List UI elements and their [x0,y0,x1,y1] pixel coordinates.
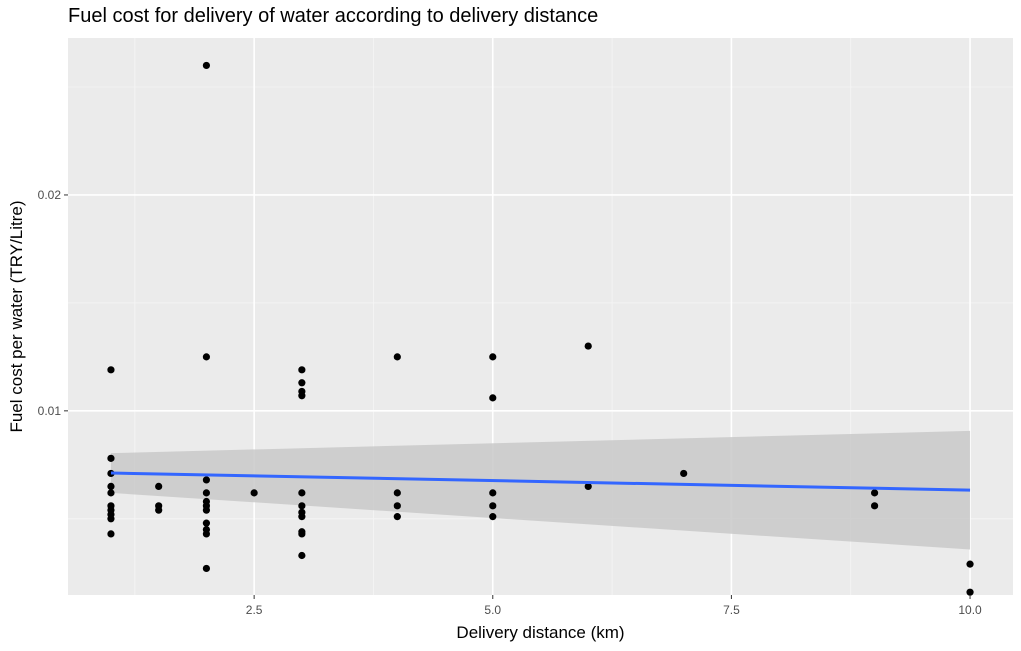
chart-title: Fuel cost for delivery of water accordin… [68,5,599,27]
data-point [393,489,401,497]
data-point [107,454,115,462]
data-point [489,489,497,497]
confidence-band-area [110,430,971,550]
data-point [584,482,592,491]
data-point [489,353,497,361]
data-point [202,519,211,527]
data-point [107,530,115,538]
data-point [250,489,258,497]
data-point [680,469,688,478]
data-point [489,513,497,521]
confidence-band [110,430,971,550]
data-point [202,353,211,361]
y-tick-label: 0.02 [38,188,62,202]
data-point [870,502,879,510]
y-tick-label: 0.01 [38,404,62,418]
data-point [298,551,306,560]
data-point [489,394,497,402]
data-point [393,353,401,361]
data-point [298,366,306,374]
data-point [584,342,592,350]
data-point [298,379,306,387]
data-point [966,588,974,596]
data-point [202,476,211,484]
data-points [107,61,974,596]
x-axis-title: Delivery distance (km) [456,623,624,642]
trend-line [110,471,971,492]
data-point [298,530,306,538]
data-point [298,502,306,510]
data-point [202,530,211,538]
y-axis-title: Fuel cost per water (TRY/Litre) [7,200,26,432]
data-point [393,502,401,510]
data-point [155,482,163,491]
axes: 2.5 5.0 7.5 10.0 0.01 0.02 [38,188,982,617]
data-point [202,564,211,573]
data-point [393,513,401,521]
data-point [489,502,497,510]
data-point [202,61,211,70]
data-point [966,560,974,568]
data-point [298,513,306,521]
data-point [870,489,879,497]
x-tick-label: 5.0 [484,603,501,617]
data-point [202,506,211,514]
data-point [202,489,211,497]
data-point [107,515,115,523]
data-point [107,366,115,374]
x-tick-label: 10.0 [958,603,982,617]
x-tick-label: 7.5 [723,603,740,617]
data-point [107,489,115,497]
data-point [298,489,306,497]
data-point [107,482,115,491]
data-point [155,506,163,514]
x-tick-label: 2.5 [246,603,263,617]
data-point [298,392,306,400]
trend-line-group [110,471,971,492]
